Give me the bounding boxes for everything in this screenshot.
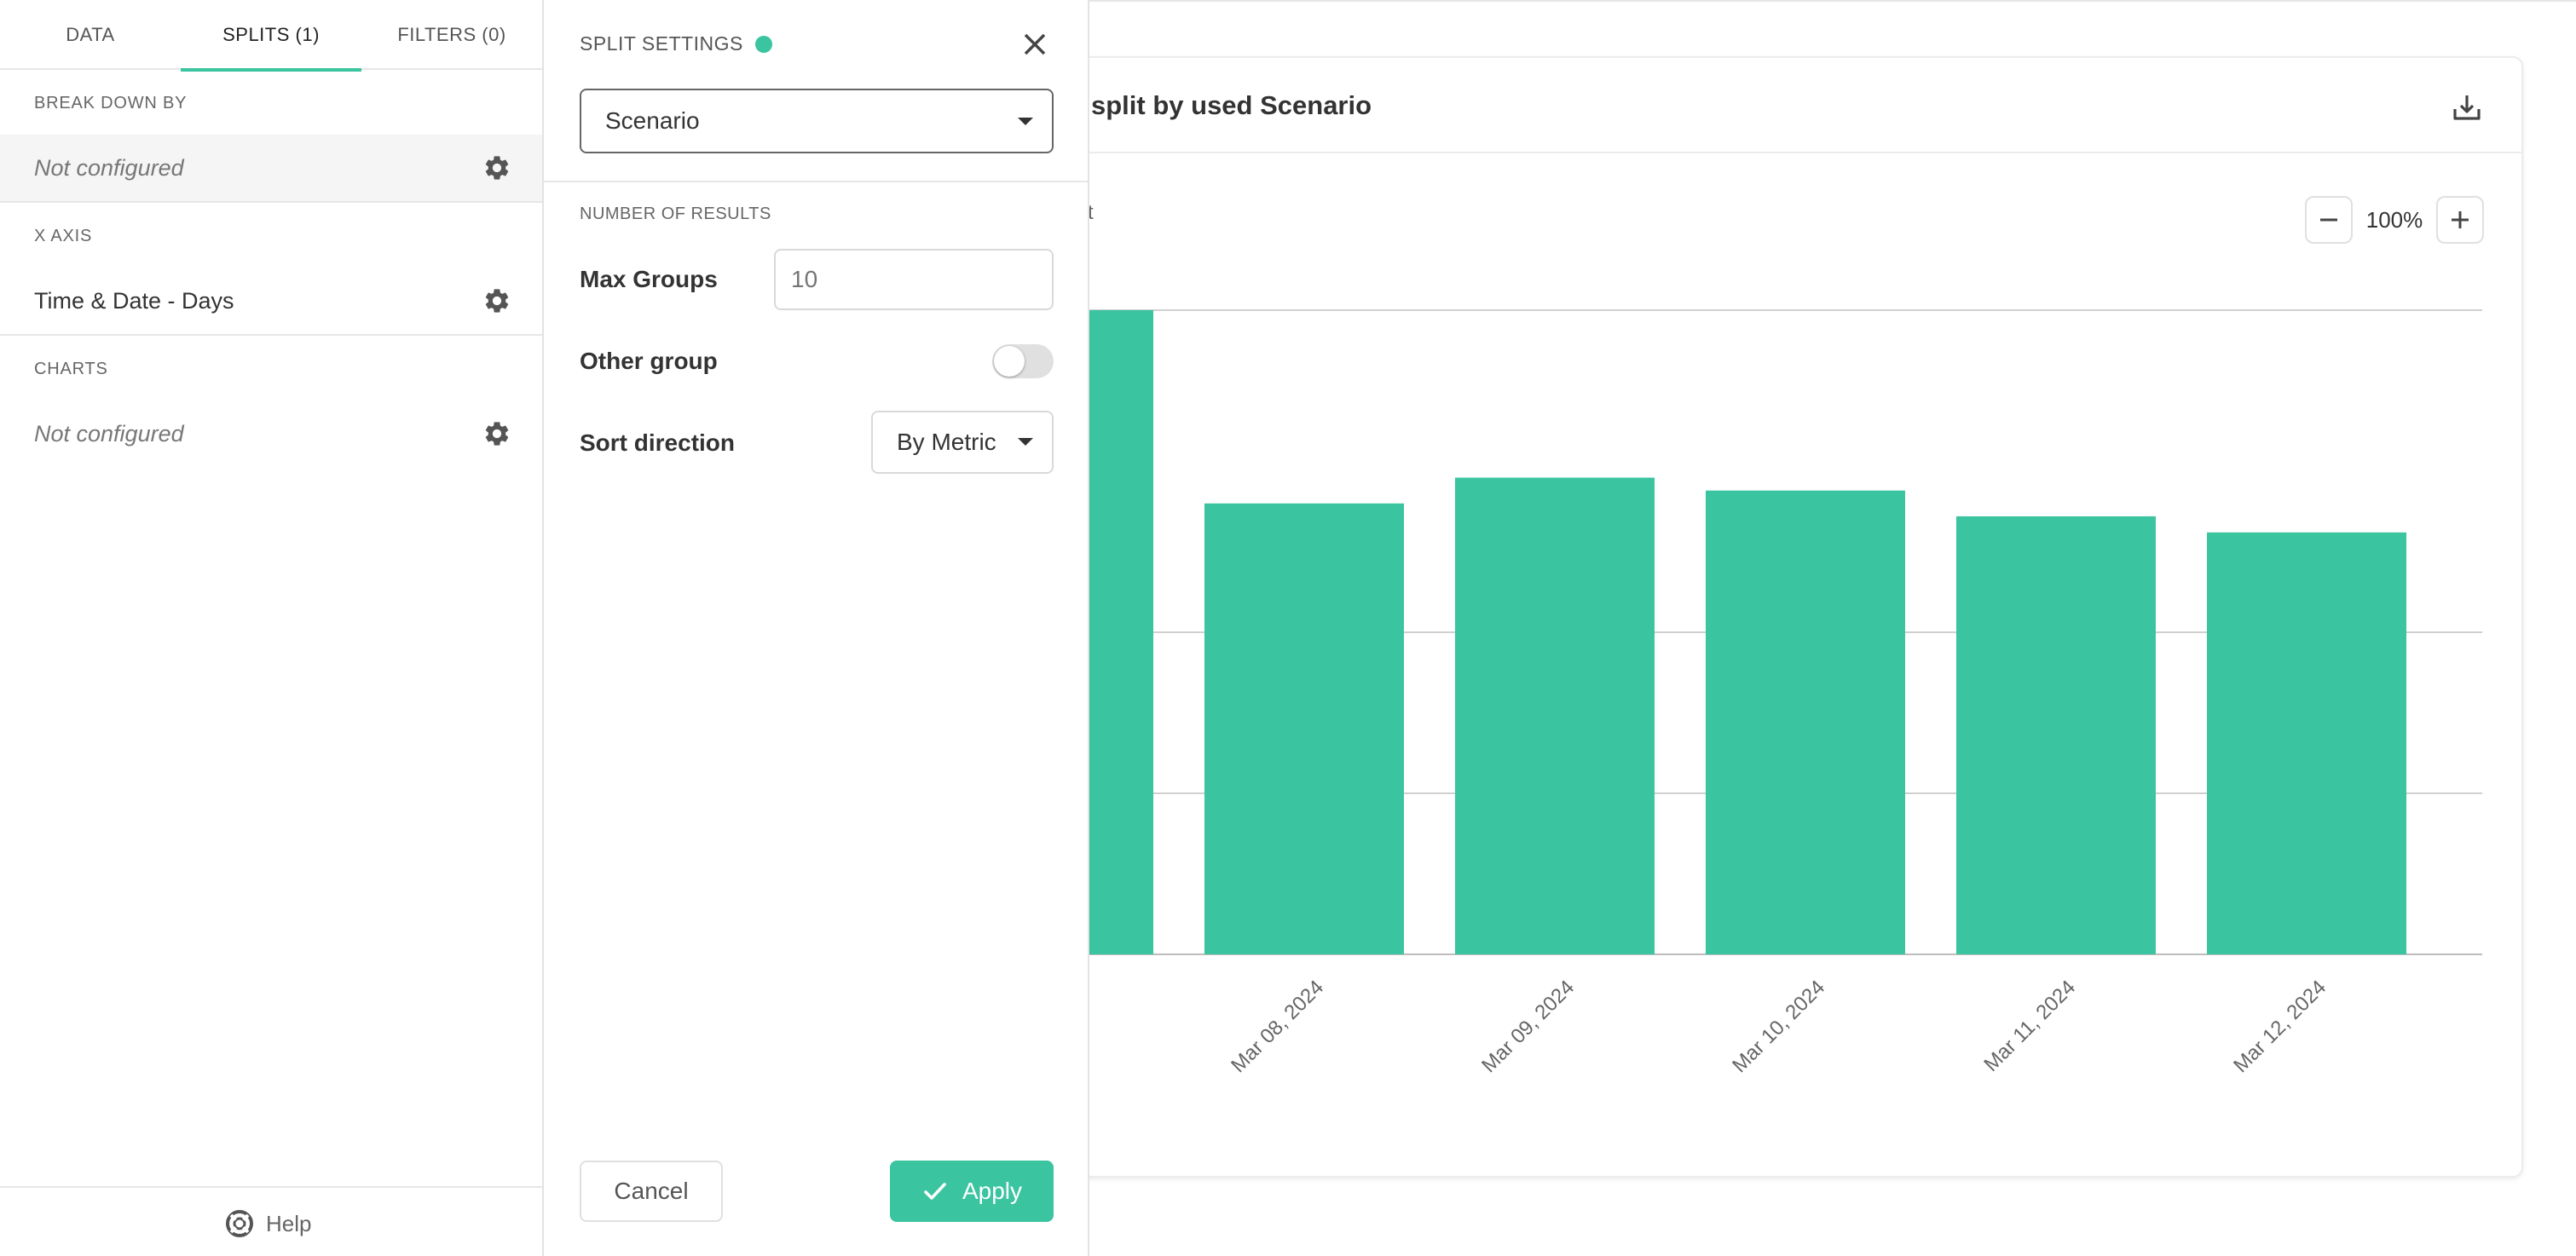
x-tick-label: Mar 10, 2024: [1728, 976, 1829, 1077]
bar[interactable]: [1956, 516, 2156, 954]
charts-row[interactable]: Not configured: [0, 400, 542, 467]
gear-icon[interactable]: [482, 153, 511, 182]
x-tick-label: Mar 12, 2024: [2229, 976, 2331, 1077]
chevron-down-icon: [1018, 118, 1033, 125]
zoom-out-button[interactable]: [2305, 196, 2353, 244]
top-border: [0, 0, 2576, 2]
chart-title: split by used Scenario: [1091, 90, 1372, 120]
bar[interactable]: [1455, 477, 1655, 954]
split-settings-panel: SPLIT SETTINGS Scenario NUMBER OF RESULT…: [544, 0, 1089, 1256]
split-settings-header: SPLIT SETTINGS: [580, 32, 772, 55]
metric-label: t: [1088, 201, 1094, 224]
tab-data[interactable]: DATA: [66, 24, 115, 45]
help-bar: Help: [0, 1186, 542, 1256]
zoom-level: 100%: [2365, 206, 2423, 233]
sidebar-divider: [0, 334, 542, 336]
x-axis-row[interactable]: Time & Date - Days: [0, 268, 542, 334]
split-settings-title: SPLIT SETTINGS: [580, 32, 743, 55]
dimension-select[interactable]: Scenario: [580, 89, 1054, 153]
checkmark-icon: [924, 1183, 946, 1200]
bar[interactable]: [1204, 503, 1404, 954]
help-label: Help: [266, 1210, 312, 1236]
bar[interactable]: [1706, 490, 1905, 954]
x-tick-label: Mar 08, 2024: [1227, 976, 1328, 1077]
other-group-label: Other group: [580, 348, 718, 374]
lifebuoy-icon: [226, 1210, 253, 1237]
chevron-down-icon: [1018, 438, 1033, 446]
sidebar-divider: [0, 201, 542, 203]
other-group-toggle[interactable]: [992, 344, 1054, 378]
x-tick-label: Mar 11, 2024: [1979, 976, 2080, 1076]
apply-label: Apply: [962, 1178, 1023, 1204]
x-axis-label: X AXIS: [34, 227, 93, 245]
break-down-by-row[interactable]: Not configured: [0, 135, 542, 201]
zoom-in-button[interactable]: [2436, 196, 2484, 244]
dimension-select-value: Scenario: [605, 107, 700, 134]
x-axis-value: Time & Date - Days: [34, 288, 234, 314]
tab-filters[interactable]: FILTERS (0): [397, 24, 506, 45]
gear-icon[interactable]: [482, 286, 511, 315]
max-groups-label: Max Groups: [580, 266, 718, 292]
panel-divider: [544, 181, 1088, 182]
sort-direction-label: Sort direction: [580, 429, 736, 456]
close-icon[interactable]: [1019, 29, 1050, 60]
sort-direction-select[interactable]: By Metric: [871, 411, 1054, 474]
bar[interactable]: [2207, 532, 2406, 954]
max-groups-input[interactable]: [776, 251, 1052, 308]
download-icon[interactable]: [2450, 90, 2484, 124]
minus-icon: [2320, 218, 2337, 222]
apply-button[interactable]: Apply: [890, 1161, 1054, 1222]
break-down-by-label: BREAK DOWN BY: [34, 94, 188, 112]
status-dot: [754, 35, 772, 53]
max-groups-field[interactable]: [774, 249, 1054, 310]
number-of-results-label: NUMBER OF RESULTS: [580, 205, 771, 223]
card-header: split by used Scenario: [871, 58, 2521, 153]
left-sidebar: DATA SPLITS (1) FILTERS (0) BREAK DOWN B…: [0, 0, 544, 1256]
help-link[interactable]: Help: [225, 1207, 311, 1241]
charts-label: CHARTS: [34, 360, 108, 378]
toggle-knob: [994, 346, 1025, 377]
zoom-control: 100%: [2305, 194, 2484, 245]
sort-direction-value: By Metric: [897, 429, 996, 455]
charts-value: Not configured: [34, 421, 184, 447]
break-down-by-value: Not configured: [34, 155, 184, 181]
tab-splits[interactable]: SPLITS (1): [181, 0, 361, 72]
plus-icon: [2452, 211, 2469, 228]
cancel-button[interactable]: Cancel: [580, 1161, 723, 1222]
x-tick-label: Mar 09, 2024: [1477, 976, 1579, 1077]
sidebar-tabs: DATA SPLITS (1) FILTERS (0): [0, 0, 542, 72]
gear-icon[interactable]: [482, 419, 511, 448]
